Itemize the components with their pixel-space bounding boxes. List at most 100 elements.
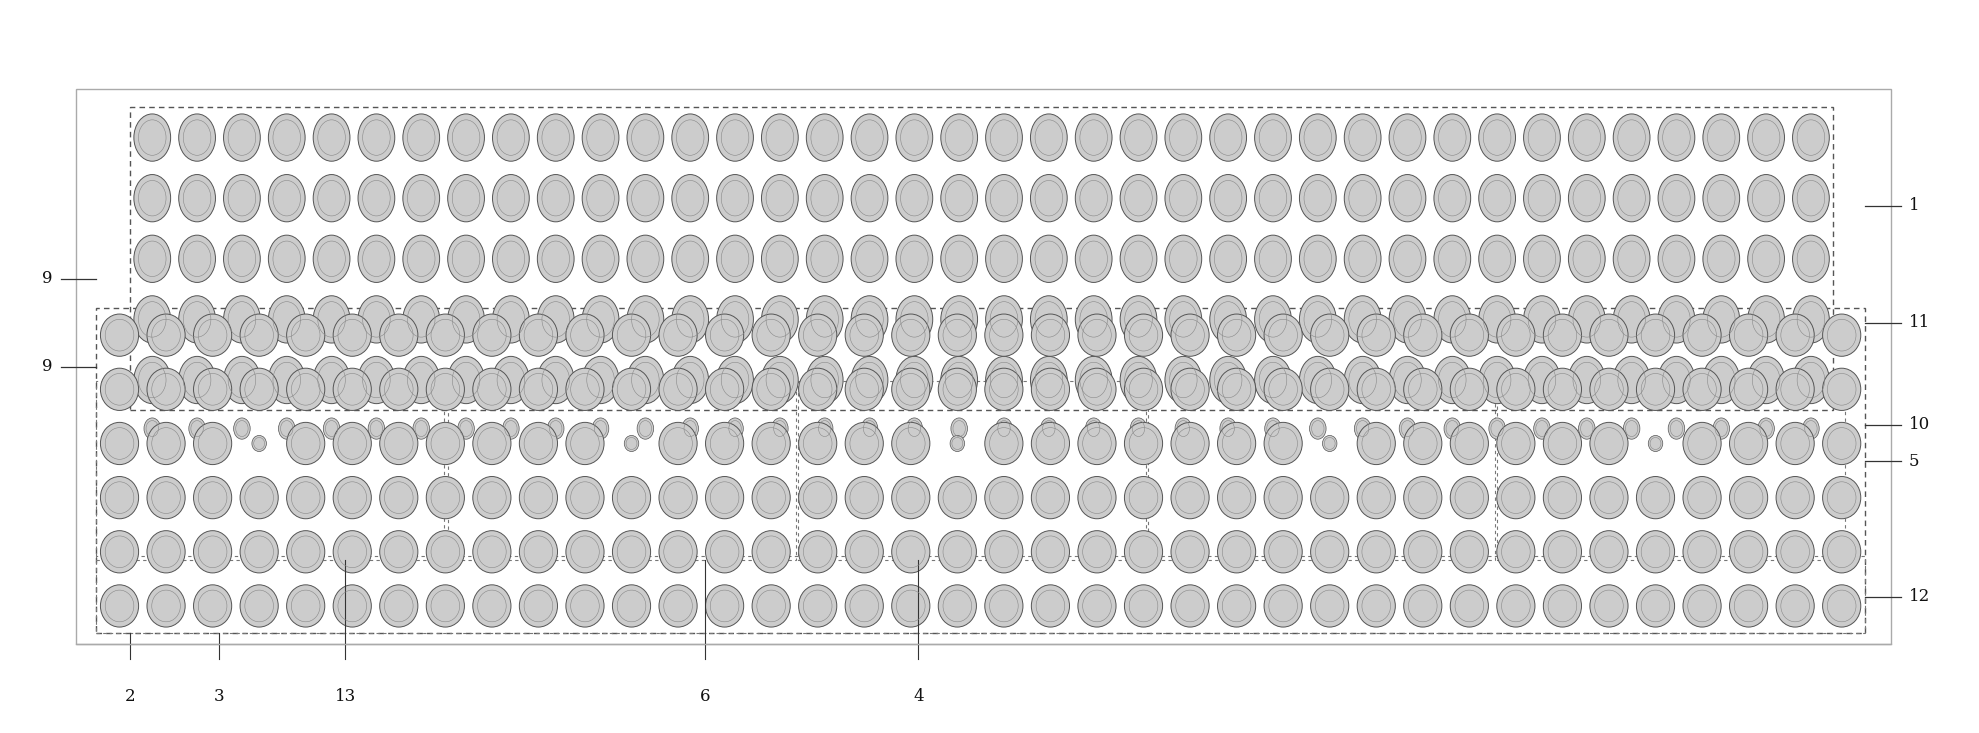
- Ellipse shape: [313, 174, 350, 222]
- Ellipse shape: [1344, 114, 1381, 161]
- Ellipse shape: [188, 418, 206, 439]
- Ellipse shape: [986, 314, 1023, 356]
- Ellipse shape: [627, 174, 663, 222]
- Ellipse shape: [447, 295, 485, 343]
- Ellipse shape: [805, 295, 843, 343]
- Ellipse shape: [950, 435, 964, 452]
- Ellipse shape: [671, 174, 708, 222]
- Ellipse shape: [239, 585, 279, 627]
- Ellipse shape: [146, 422, 186, 465]
- Ellipse shape: [1658, 356, 1694, 404]
- Ellipse shape: [1300, 235, 1336, 282]
- Ellipse shape: [1478, 356, 1516, 404]
- Ellipse shape: [1823, 422, 1860, 465]
- Ellipse shape: [358, 295, 394, 343]
- Ellipse shape: [637, 418, 653, 439]
- Ellipse shape: [473, 368, 511, 410]
- Ellipse shape: [1031, 531, 1069, 573]
- Ellipse shape: [627, 114, 663, 161]
- Ellipse shape: [287, 531, 325, 573]
- Ellipse shape: [1793, 295, 1829, 343]
- Ellipse shape: [851, 356, 889, 404]
- Ellipse shape: [805, 114, 843, 161]
- Ellipse shape: [986, 114, 1023, 161]
- Ellipse shape: [1124, 531, 1162, 573]
- Ellipse shape: [425, 368, 465, 410]
- Ellipse shape: [1358, 422, 1395, 465]
- Ellipse shape: [716, 114, 754, 161]
- Ellipse shape: [224, 235, 261, 282]
- Ellipse shape: [1451, 368, 1488, 410]
- Ellipse shape: [101, 422, 139, 465]
- Ellipse shape: [612, 368, 651, 410]
- Ellipse shape: [313, 114, 350, 161]
- Ellipse shape: [135, 235, 170, 282]
- Ellipse shape: [1613, 295, 1650, 343]
- Ellipse shape: [940, 295, 978, 343]
- Ellipse shape: [1569, 295, 1605, 343]
- Ellipse shape: [239, 314, 279, 356]
- Ellipse shape: [1793, 235, 1829, 282]
- Ellipse shape: [1435, 114, 1470, 161]
- Ellipse shape: [707, 476, 744, 519]
- Ellipse shape: [1613, 356, 1650, 404]
- Ellipse shape: [1344, 174, 1381, 222]
- Ellipse shape: [146, 476, 186, 519]
- Ellipse shape: [287, 585, 325, 627]
- Ellipse shape: [178, 235, 216, 282]
- Ellipse shape: [952, 418, 968, 439]
- Ellipse shape: [845, 368, 883, 410]
- Ellipse shape: [1079, 422, 1116, 465]
- Ellipse shape: [752, 531, 790, 573]
- Ellipse shape: [1702, 114, 1740, 161]
- Text: 5: 5: [1908, 453, 1920, 470]
- Ellipse shape: [380, 531, 418, 573]
- Ellipse shape: [1682, 314, 1722, 356]
- Ellipse shape: [627, 356, 663, 404]
- Ellipse shape: [1310, 418, 1326, 439]
- Ellipse shape: [566, 422, 604, 465]
- Ellipse shape: [332, 368, 372, 410]
- Ellipse shape: [1658, 114, 1694, 161]
- Ellipse shape: [940, 174, 978, 222]
- Bar: [447, 381, 796, 560]
- Ellipse shape: [1209, 295, 1247, 343]
- Ellipse shape: [623, 435, 639, 452]
- Ellipse shape: [805, 174, 843, 222]
- Ellipse shape: [986, 422, 1023, 465]
- Ellipse shape: [493, 235, 528, 282]
- Ellipse shape: [1589, 476, 1629, 519]
- Ellipse shape: [861, 418, 879, 439]
- Bar: [798, 381, 1146, 560]
- Ellipse shape: [178, 295, 216, 343]
- Ellipse shape: [1702, 235, 1740, 282]
- Ellipse shape: [1172, 531, 1209, 573]
- Ellipse shape: [1451, 476, 1488, 519]
- Ellipse shape: [1358, 368, 1395, 410]
- Ellipse shape: [1217, 476, 1257, 519]
- Ellipse shape: [1031, 368, 1069, 410]
- Ellipse shape: [1435, 295, 1470, 343]
- Ellipse shape: [1478, 174, 1516, 222]
- Ellipse shape: [1075, 295, 1112, 343]
- Ellipse shape: [896, 356, 932, 404]
- Ellipse shape: [1544, 368, 1581, 410]
- Ellipse shape: [194, 368, 232, 410]
- Ellipse shape: [1120, 295, 1158, 343]
- Ellipse shape: [1730, 476, 1767, 519]
- Ellipse shape: [1544, 422, 1581, 465]
- Ellipse shape: [1031, 585, 1069, 627]
- Ellipse shape: [1217, 314, 1257, 356]
- Ellipse shape: [1084, 418, 1102, 439]
- Ellipse shape: [1031, 356, 1067, 404]
- Ellipse shape: [896, 114, 932, 161]
- Ellipse shape: [358, 174, 394, 222]
- Ellipse shape: [1075, 174, 1112, 222]
- Ellipse shape: [1358, 314, 1395, 356]
- Ellipse shape: [582, 114, 619, 161]
- Ellipse shape: [851, 235, 889, 282]
- Ellipse shape: [1803, 418, 1819, 439]
- Ellipse shape: [146, 368, 186, 410]
- Ellipse shape: [358, 114, 394, 161]
- Ellipse shape: [1031, 295, 1067, 343]
